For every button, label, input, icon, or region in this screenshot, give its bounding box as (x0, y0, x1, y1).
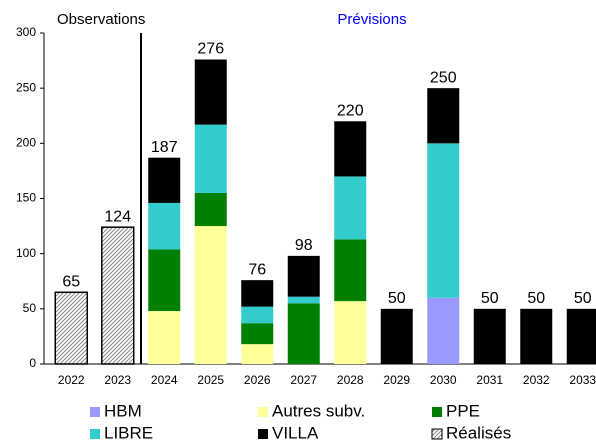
bar-segment (334, 301, 367, 364)
total-label: 50 (574, 290, 592, 307)
x-tick-label: 2030 (430, 373, 457, 387)
bar-segment (194, 192, 227, 227)
bar-segment (148, 157, 181, 203)
legend-swatch (431, 428, 443, 440)
y-tick-label: 50 (23, 301, 37, 315)
bar-segment (194, 124, 227, 193)
bar-segment (566, 308, 596, 364)
y-tick-label: 300 (16, 25, 36, 39)
bar-segment (241, 280, 274, 307)
bar-segment (148, 311, 181, 364)
bar-segment (148, 202, 181, 250)
legend-label: LIBRE (104, 423, 153, 442)
bar-segment (427, 88, 460, 144)
y-tick-label: 150 (16, 191, 36, 205)
x-tick-label: 2024 (151, 373, 178, 387)
bar-segment (148, 249, 181, 312)
legend-swatch (90, 429, 100, 439)
total-label: 250 (430, 69, 457, 86)
total-label: 50 (527, 290, 545, 307)
bar-segment (241, 323, 274, 345)
total-label: 50 (388, 290, 406, 307)
total-label: 50 (481, 290, 499, 307)
x-tick-label: 2026 (244, 373, 271, 387)
total-label: 276 (197, 41, 224, 58)
bar-segment (334, 239, 367, 302)
total-label: 76 (248, 261, 266, 278)
legend-label: PPE (446, 401, 480, 420)
legend-swatch (258, 429, 268, 439)
total-label: 187 (151, 139, 178, 156)
y-tick-label: 100 (16, 246, 36, 260)
bar-segment (473, 308, 506, 364)
legend-label: HBM (104, 401, 142, 420)
annotation: Prévisions (337, 11, 406, 28)
y-tick-label: 200 (16, 136, 36, 150)
x-tick-label: 2025 (197, 373, 224, 387)
bar-segment (194, 59, 227, 125)
total-label: 65 (62, 274, 80, 291)
x-tick-label: 2033 (569, 373, 596, 387)
total-label: 98 (295, 237, 313, 254)
x-tick-label: 2032 (523, 373, 550, 387)
bar-segment (427, 297, 460, 364)
total-label: 220 (337, 102, 364, 119)
x-tick-label: 2027 (290, 373, 317, 387)
y-tick-label: 0 (29, 356, 36, 370)
bar-segment (241, 306, 274, 324)
legend-label: VILLA (272, 423, 319, 442)
bar-segment (287, 255, 320, 297)
bar-segment (194, 226, 227, 364)
bar-segment (101, 226, 135, 365)
bar-segment (380, 308, 413, 364)
x-tick-label: 2031 (476, 373, 503, 387)
x-tick-label: 2022 (58, 373, 85, 387)
bar-segment (54, 291, 88, 365)
bar-segment (287, 296, 320, 304)
x-tick-label: 2028 (337, 373, 364, 387)
legend-swatch (432, 407, 442, 417)
bar-segment (520, 308, 553, 364)
y-tick-label: 250 (16, 80, 36, 94)
bar-segment (287, 303, 320, 364)
x-tick-label: 2029 (383, 373, 410, 387)
bar-segment (241, 344, 274, 364)
bar-segment (334, 121, 367, 177)
bar-segment (334, 176, 367, 240)
legend-swatch (258, 407, 268, 417)
legend-label: Réalisés (446, 423, 511, 442)
bar-segment (427, 143, 460, 298)
legend-swatch (90, 407, 100, 417)
annotation: Observations (57, 11, 145, 28)
total-label: 124 (104, 208, 131, 225)
legend-label: Autres subv. (272, 401, 365, 420)
x-tick-label: 2023 (104, 373, 131, 387)
